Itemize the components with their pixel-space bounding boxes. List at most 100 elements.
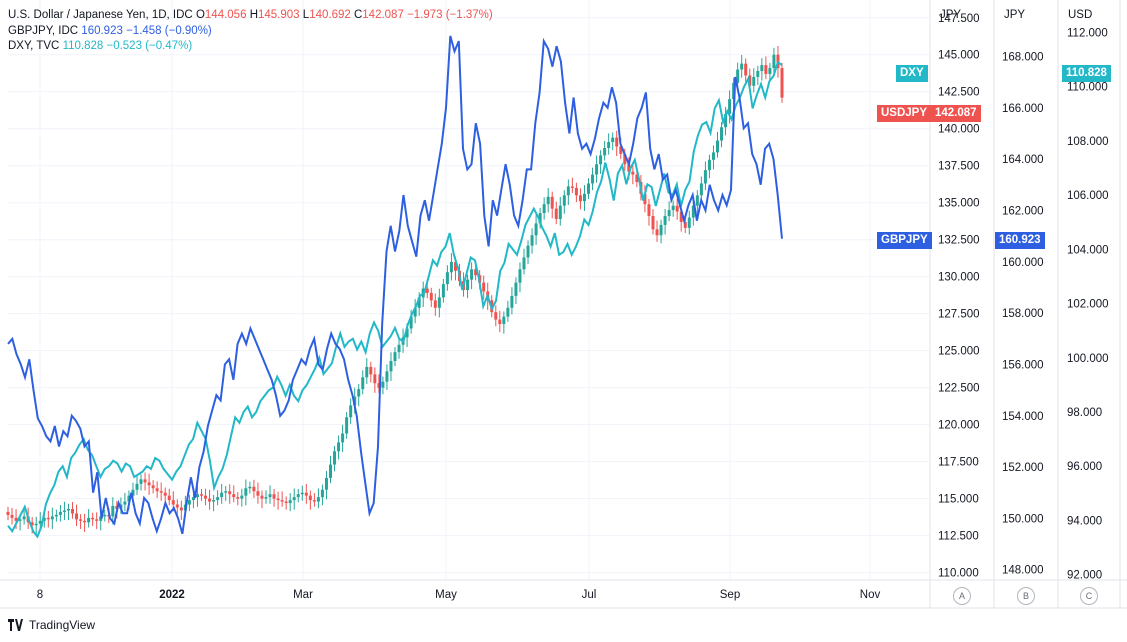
axis-tick-label: 132.500 [938, 235, 980, 247]
usdjpy-candle [252, 486, 256, 492]
usdjpy-candle [212, 500, 216, 502]
usdjpy-candle [518, 269, 522, 283]
axis-tick-label: 140.000 [938, 124, 980, 136]
usdjpy-candle [38, 520, 42, 524]
legend-open: 144.056 [204, 9, 247, 21]
legend-usdjpy-name: U.S. Dollar / Japanese Yen, 1D, IDC [8, 9, 193, 21]
usdjpy-candle [75, 513, 79, 520]
usdjpy-candle [538, 213, 542, 224]
usdjpy-candle [357, 389, 361, 397]
axis-tick-label: 96.000 [1067, 461, 1102, 473]
usdjpy-price-badge: 142.087 [931, 105, 981, 122]
usdjpy-candle [6, 511, 10, 515]
usdjpy-candle [377, 383, 381, 388]
usdjpy-candle [587, 183, 590, 194]
legend-dxy[interactable]: DXY, TVC 110.828 −0.523 (−0.47%) [8, 39, 493, 55]
usdjpy-candle [280, 500, 284, 502]
axis-tick-label: 166.000 [1002, 103, 1044, 115]
dxy-price-badge: 110.828 [1062, 65, 1111, 82]
scale-c-button[interactable]: C [1080, 587, 1098, 605]
usdjpy-candle [187, 500, 191, 505]
usdjpy-candle [50, 516, 54, 520]
usdjpy-candle [333, 451, 337, 465]
usdjpy-candle [595, 164, 599, 175]
legend-gbpjpy[interactable]: GBPJPY, IDC 160.923 −1.458 (−0.90%) [8, 24, 493, 40]
usdjpy-candle [699, 183, 703, 196]
usdjpy-candle [292, 497, 296, 501]
usdjpy-candle [123, 501, 127, 505]
axis-tick-label: 115.000 [938, 494, 979, 506]
usdjpy-candle [381, 381, 385, 388]
usdjpy-candle [671, 205, 675, 211]
legend-usdjpy[interactable]: U.S. Dollar / Japanese Yen, 1D, IDC O144… [8, 8, 493, 24]
legend-dxy-name: DXY, TVC [8, 40, 60, 52]
usdjpy-candle [417, 297, 421, 308]
usdjpy-candle [732, 82, 736, 100]
usdjpy-candle [22, 516, 26, 520]
usdjpy-candle [530, 235, 534, 246]
usdjpy-candle [542, 204, 546, 214]
legend-usdjpy-change: −1.973 (−1.37%) [407, 9, 493, 21]
usdjpy-candle [760, 65, 764, 72]
usdjpy-candle [300, 492, 304, 495]
legend-o-label: O [195, 9, 205, 21]
legend-low: 140.692 [309, 9, 351, 21]
usdjpy-candle [591, 174, 595, 184]
usdjpy-candle [320, 489, 324, 498]
scale-a-button[interactable]: A [953, 587, 971, 605]
dxy-line [7, 60, 783, 539]
axis-tick-label: 117.500 [938, 457, 979, 469]
axis-frame [0, 0, 1127, 609]
legend-gbpjpy-value: 160.923 [81, 24, 123, 37]
usdjpy-candle [195, 494, 199, 498]
dxy-label-badge: DXY [896, 65, 928, 82]
axis-tick-label: 148.000 [1002, 565, 1044, 577]
usdjpy-candle [772, 54, 776, 69]
usdjpy-candle [445, 272, 449, 285]
usdjpy-candle [611, 137, 615, 143]
usdjpy-candle [91, 517, 95, 520]
usdjpy-candle [14, 517, 18, 521]
axis-a-ticks: 147.500 145.000 142.500 140.000 137.500 135.0… [938, 13, 980, 580]
usdjpy-candle [635, 174, 639, 182]
usdjpy-candle [405, 328, 409, 338]
scale-b-button[interactable]: B [1017, 587, 1035, 605]
usdjpy-candle [30, 522, 34, 526]
gbpjpy-line [7, 35, 783, 535]
usdjpy-candle [498, 319, 502, 325]
usdjpy-candle [264, 497, 268, 499]
usdjpy-candle [369, 366, 373, 375]
usdjpy-candle [679, 211, 683, 222]
usdjpy-candle [655, 229, 659, 236]
usdjpy-candle [42, 517, 46, 521]
usdjpy-candle [361, 377, 365, 390]
usdjpy-candle [365, 366, 369, 378]
usdjpy-candle [200, 494, 203, 496]
usdjpy-candle [288, 500, 292, 504]
usdjpy-candle [744, 63, 748, 76]
usdjpy-candle [139, 479, 143, 484]
axis-tick-label: 110.000 [1067, 82, 1108, 94]
grid [8, 0, 930, 580]
tradingview-logo-icon [8, 619, 24, 631]
usdjpy-candle [99, 516, 103, 521]
usdjpy-candle [337, 442, 341, 452]
axis-tick-label: 164.000 [1002, 154, 1044, 166]
usdjpy-candle [54, 514, 58, 517]
usdjpy-candle [514, 282, 518, 296]
legend-dxy-change: −0.523 (−0.47%) [106, 40, 193, 52]
usdjpy-candle [768, 68, 772, 74]
tradingview-footer[interactable]: TradingView [8, 618, 95, 632]
usdjpy-candle [111, 506, 115, 517]
usdjpy-candle [224, 491, 228, 493]
axis-tick-label: 130.000 [938, 272, 980, 284]
usdjpy-candle [204, 495, 208, 499]
usdjpy-candle [494, 312, 498, 320]
usdjpy-candle [236, 497, 240, 499]
axis-a-header: JPY [940, 9, 962, 21]
usdjpy-candle [558, 205, 562, 219]
usdjpy-candle [663, 216, 667, 225]
usdjpy-candle [171, 500, 175, 505]
usdjpy-candle [147, 482, 151, 486]
